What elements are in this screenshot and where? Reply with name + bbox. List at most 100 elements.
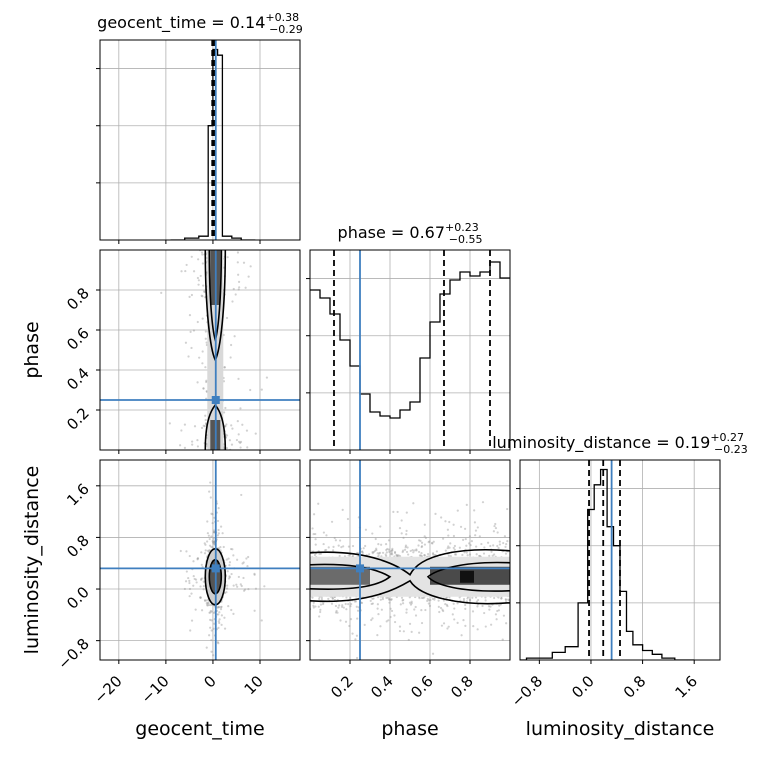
sample-point [406,546,409,549]
sample-point [197,279,200,282]
sample-point [400,596,404,599]
sample-point [494,526,498,530]
sample-point [454,553,458,556]
sample-point [371,602,374,605]
sample-point [393,614,396,617]
hist-bar [565,647,578,660]
sample-point [334,604,338,608]
sample-point [341,508,344,511]
sample-point [391,553,394,556]
sample-point [249,388,252,392]
sample-point [219,525,223,528]
sample-point [474,596,478,599]
sample-point [247,555,250,559]
sample-point [442,599,446,602]
sample-point [401,550,404,554]
sample-point [212,537,215,540]
sample-point [333,536,336,540]
sample-point [228,439,232,442]
sample-point [239,583,242,586]
sample-point [373,549,377,552]
hist-bar [652,654,662,660]
hist-bar [199,236,208,240]
sample-point [217,626,220,629]
sample-point [494,522,497,526]
sample-point [204,549,207,552]
sample-point [212,541,215,544]
sample-point [370,602,373,606]
sample-point [245,557,248,560]
sample-point [414,605,417,609]
sample-point [379,525,382,528]
hist-bar [218,55,223,240]
sample-point [225,316,229,320]
sample-point [453,553,457,556]
sample-point [418,554,422,557]
hist-bar [320,298,330,450]
sample-point [437,599,440,602]
sample-point [219,606,223,609]
sample-point [488,554,491,557]
sample-point [419,554,422,557]
y-tick-label: 0.2 [63,404,93,434]
sample-point [464,607,467,610]
sample-point [372,597,375,600]
sample-point [480,542,483,546]
sample-point [495,618,498,621]
sample-point [260,619,263,622]
sample-point [504,552,508,555]
sample-point [205,390,208,393]
sample-point [441,608,444,611]
sample-point [238,440,241,443]
sample-point [199,585,202,588]
sample-point [190,346,193,350]
sample-point [183,587,186,591]
sample-point [385,551,388,554]
sample-point [184,341,188,344]
sample-point [237,377,240,380]
sample-point [345,608,348,611]
sample-point [205,380,208,384]
sample-point [446,528,449,531]
sample-point [312,532,315,536]
sample-point [339,619,342,622]
sample-point [426,552,430,556]
sample-point [206,520,209,523]
sample-point [185,570,188,573]
sample-point [247,275,250,278]
sample-point [426,597,429,600]
sample-point [334,611,338,614]
sample-point [183,446,187,449]
sample-point [405,550,409,554]
sample-point [449,555,452,558]
sample-point [191,443,194,446]
sample-point [205,646,208,649]
sample-point [188,587,192,591]
sample-point [225,446,229,450]
sample-point [210,512,213,515]
sample-point [446,547,449,550]
sample-point [426,599,429,602]
sample-point [398,526,402,530]
sample-point [338,554,341,558]
sample-point [442,537,445,540]
hist-bar [330,314,340,450]
sample-point [199,596,202,599]
sample-point [363,623,366,626]
sample-point [200,578,203,582]
sample-point [401,602,405,605]
sample-point [223,425,227,428]
sample-point [375,547,378,550]
sample-point [428,540,431,543]
sample-point [314,538,317,541]
sample-point [211,521,214,525]
sample-point [318,552,321,556]
sample-point [468,599,472,602]
sample-point [347,545,351,548]
sample-point [197,258,200,261]
sample-point [390,609,394,613]
sample-point [208,549,211,552]
sample-point [203,542,206,545]
sample-point [387,619,390,622]
x-axis-label: luminosity_distance [526,718,715,740]
